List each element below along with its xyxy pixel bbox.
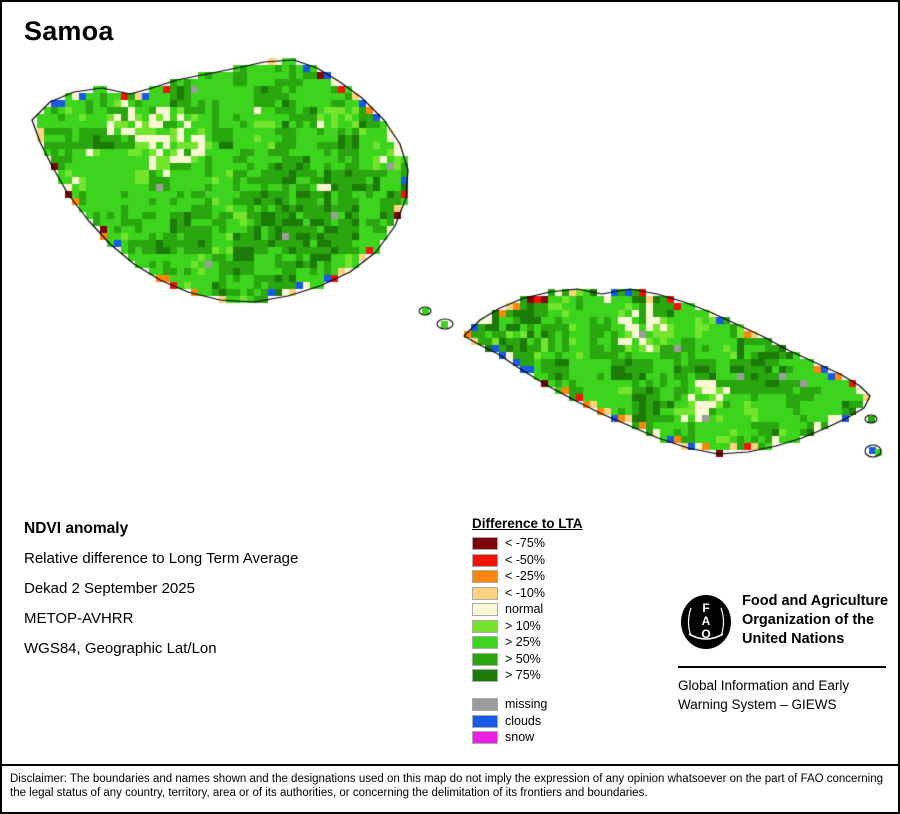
legend-swatch: [472, 537, 498, 550]
legend-swatch: [472, 669, 498, 682]
legend-swatch: [472, 553, 498, 567]
fao-logo-icon: F A O: [681, 595, 731, 649]
legend-item: < -50%: [472, 552, 583, 567]
legend-item-label: clouds: [505, 713, 542, 728]
legend-item-label: > 50%: [505, 651, 541, 666]
fao-divider: [678, 666, 886, 668]
legend-swatch: [472, 619, 498, 633]
legend-item-label: missing: [505, 697, 548, 711]
giews-text: Global Information and Early Warning Sys…: [678, 676, 888, 714]
disclaimer-text: Disclaimer: The boundaries and names sho…: [10, 773, 884, 799]
legend-extra-items: missing clouds snow: [472, 698, 583, 744]
legend-item: clouds: [472, 713, 583, 728]
info-projection: WGS84, Geographic Lat/Lon: [24, 640, 217, 657]
legend-item-label: < -75%: [505, 536, 545, 550]
legend-swatch: [472, 603, 498, 616]
svg-text:A: A: [702, 614, 711, 628]
ndvi-anomaly-map-canvas: [2, 2, 898, 507]
info-sensor: METOP-AVHRR: [24, 610, 134, 627]
fao-org-name: Food and Agriculture Organization of the…: [742, 592, 892, 649]
svg-text:F: F: [702, 601, 709, 615]
map-info-block: NDVI anomaly Relative difference to Long…: [24, 514, 298, 664]
legend-item-label: normal: [505, 602, 544, 616]
info-relative-diff: Relative difference to Long Term Average: [24, 550, 299, 567]
fao-org-line: Food and Agriculture: [742, 593, 889, 609]
info-ndvi-anomaly: NDVI anomaly: [24, 520, 129, 537]
disclaimer-divider: [2, 764, 898, 766]
legend-swatch: [472, 570, 498, 583]
giews-line: Warning System – GIEWS: [678, 697, 837, 712]
legend: Difference to LTA < -75% < -50% < -25% < -1…: [472, 516, 583, 748]
legend-title: Difference to LTA: [472, 516, 583, 531]
legend-swatch: [472, 698, 498, 711]
legend-item-label: > 75%: [505, 668, 541, 682]
legend-swatch: [472, 636, 498, 649]
legend-item: < -25%: [472, 570, 583, 583]
legend-item-label: > 25%: [505, 635, 541, 649]
legend-swatch: [472, 731, 498, 744]
legend-item-label: < -25%: [505, 569, 545, 583]
legend-item: normal: [472, 603, 583, 616]
info-dekad: Dekad 2 September 2025: [24, 580, 195, 597]
svg-text:O: O: [701, 627, 710, 641]
giews-line: Global Information and Early: [678, 678, 850, 693]
legend-item: > 25%: [472, 636, 583, 649]
fao-org-line: United Nations: [742, 631, 845, 647]
legend-item: < -10%: [472, 585, 583, 600]
legend-item: > 50%: [472, 651, 583, 666]
fao-org-line: Organization of the: [742, 612, 875, 628]
legend-swatch: [472, 586, 498, 600]
legend-item-label: snow: [505, 730, 535, 744]
legend-swatch: [472, 652, 498, 666]
page-title: Samoa: [24, 16, 114, 46]
legend-item: > 75%: [472, 669, 583, 682]
legend-item-label: < -10%: [505, 585, 545, 600]
legend-swatch: [472, 714, 498, 728]
legend-item: < -75%: [472, 537, 583, 550]
legend-item-label: < -50%: [505, 552, 545, 567]
legend-items: < -75% < -50% < -25% < -10% normal > 10% > 25%…: [472, 537, 583, 682]
legend-item-label: > 10%: [505, 618, 541, 633]
legend-item: snow: [472, 731, 583, 744]
legend-item: > 10%: [472, 618, 583, 633]
legend-item: missing: [472, 698, 583, 711]
